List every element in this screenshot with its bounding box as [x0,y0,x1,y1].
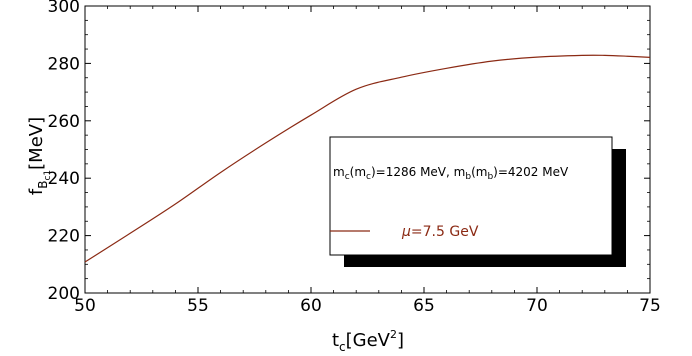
y-tick-label: 260 [48,112,80,132]
y-tick-label: 200 [48,284,80,304]
x-axis-label: tc[GeV2] [332,328,404,354]
legend-series-label: μ=7.5 GeV [401,224,479,240]
x-tick-label: 55 [187,296,209,316]
y-tick-label: 280 [48,54,80,74]
x-tick-label: 60 [300,296,322,316]
x-tick-label: 65 [413,296,435,316]
legend-box [329,136,613,256]
y-tick-label: 300 [48,0,80,17]
series-line-0 [84,54,651,263]
y-tick-label: 220 [48,227,80,247]
legend-mass-note: mc(mc)=1286 MeV, mb(mb)=4202 MeV [333,165,569,182]
y-axis-label: fBc1[MeV] [26,117,53,195]
x-tick-label: 50 [74,296,96,316]
y-tick-label: 240 [48,169,80,189]
x-tick-label: 70 [526,296,548,316]
series-layer [84,54,651,263]
x-tick-label: 75 [639,296,661,316]
axis-ticks: 50 55 60 65 70 75 200 220 240 260 280 300 [48,0,661,316]
legend: mc(mc)=1286 MeV, mb(mb)=4202 MeV μ=7.5 G… [329,136,626,267]
